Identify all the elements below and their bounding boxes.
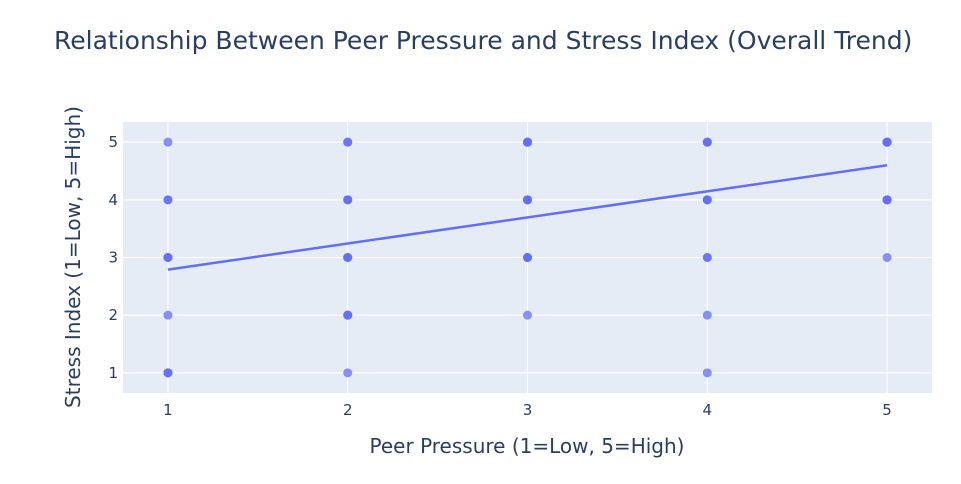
trendline-layer [167, 164, 888, 271]
y-axis-ticks: 1 2 3 4 5 [108, 133, 118, 382]
data-point [702, 195, 712, 205]
y-tick-label: 1 [108, 364, 118, 382]
x-tick-label: 4 [703, 401, 713, 419]
data-point [163, 137, 173, 147]
data-point [343, 310, 353, 320]
x-tick-label: 1 [163, 401, 173, 419]
data-point [163, 195, 173, 205]
data-point [882, 253, 892, 262]
data-point [523, 310, 532, 320]
data-point [163, 310, 173, 320]
trendline [167, 164, 888, 271]
data-point [163, 368, 173, 378]
data-point [523, 253, 532, 262]
data-point [702, 368, 712, 378]
y-tick-label: 5 [108, 133, 118, 151]
data-point [163, 253, 173, 262]
chart-title: Relationship Between Peer Pressure and S… [54, 26, 912, 55]
y-tick-label: 4 [108, 191, 118, 209]
x-tick-label: 2 [343, 401, 353, 419]
x-axis-ticks: 1 2 3 4 5 [163, 401, 892, 419]
x-tick-label: 3 [523, 401, 533, 419]
data-points [163, 137, 892, 378]
data-point [343, 195, 353, 205]
x-axis-title: Peer Pressure (1=Low, 5=High) [370, 434, 685, 458]
data-point [882, 137, 892, 147]
y-tick-label: 3 [108, 249, 118, 267]
data-point [702, 310, 712, 320]
data-point [343, 137, 353, 147]
data-point [523, 137, 532, 147]
data-point [343, 253, 353, 262]
y-tick-label: 2 [108, 306, 118, 324]
data-point [523, 195, 532, 205]
data-point [702, 137, 712, 147]
data-point [882, 195, 892, 205]
y-axis-title: Stress Index (1=Low, 5=High) [61, 106, 85, 408]
data-point [343, 368, 353, 378]
x-tick-label: 5 [882, 401, 892, 419]
data-point [702, 253, 712, 262]
